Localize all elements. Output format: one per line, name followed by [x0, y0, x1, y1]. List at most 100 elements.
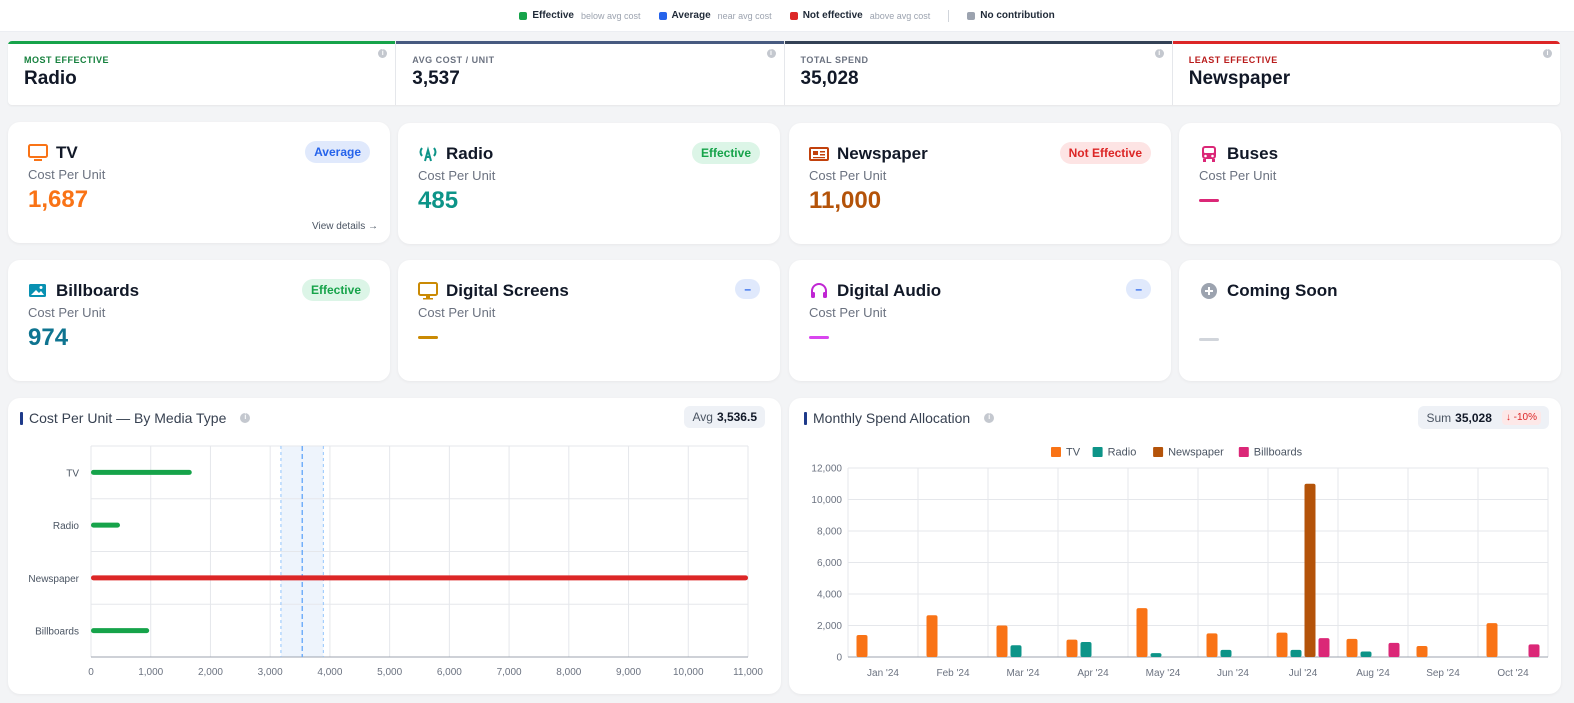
- bar-tv-7[interactable]: [1346, 638, 1358, 657]
- card-header: Billboards: [28, 280, 370, 302]
- info-icon[interactable]: i: [240, 413, 251, 423]
- plus-circle-icon: [1199, 281, 1219, 301]
- media-card-billboards[interactable]: Billboards Effective Cost Per Unit 974: [8, 260, 390, 381]
- bar-tv-4[interactable]: [1136, 608, 1148, 657]
- media-card-tv[interactable]: TV Average Cost Per Unit 1,687 View details …: [8, 122, 390, 243]
- y-tick-label: Radio: [53, 521, 80, 532]
- bar-newspaper-6[interactable]: [1304, 483, 1316, 657]
- no-value-dash: [809, 336, 829, 339]
- x-tick-label: Jul '24: [1289, 668, 1318, 679]
- kpi-tile: MOST EFFECTIVE Radio i: [8, 41, 397, 105]
- media-card-digital-audio[interactable]: Digital Audio – Cost Per Unit: [789, 260, 1171, 381]
- card-title: Radio: [446, 144, 494, 163]
- bar-billboards-9[interactable]: [1528, 644, 1540, 657]
- card-subtitle: Cost Per Unit: [418, 168, 496, 183]
- radio-antenna-icon: [418, 144, 438, 164]
- bar-tv-0[interactable]: [856, 634, 868, 657]
- bar-radio-4[interactable]: [1150, 653, 1162, 657]
- card-subtitle: Cost Per Unit: [418, 305, 496, 320]
- bar-billboards-7[interactable]: [1388, 642, 1400, 657]
- x-tick-label: Mar '24: [1006, 668, 1039, 679]
- tv-icon: [28, 143, 48, 163]
- media-card-coming-soon[interactable]: Coming Soon: [1179, 260, 1561, 381]
- bar-tv-5[interactable]: [1206, 633, 1218, 657]
- bar-tv-8[interactable]: [1416, 645, 1428, 657]
- legend-swatch: [519, 11, 528, 20]
- card-header: Newspaper: [809, 143, 1151, 165]
- bar-radio-7[interactable]: [1360, 651, 1372, 657]
- sum-value: 35,028: [1455, 410, 1492, 425]
- legend-label[interactable]: Radio: [1108, 447, 1137, 459]
- x-tick-label: 7,000: [497, 667, 522, 678]
- bar-billboards[interactable]: [91, 628, 150, 634]
- info-icon[interactable]: i: [1543, 49, 1552, 58]
- bar-newspaper[interactable]: [91, 575, 748, 581]
- legend-swatch: [1153, 447, 1164, 457]
- bar-radio-2[interactable]: [1010, 645, 1022, 657]
- info-icon[interactable]: i: [766, 49, 776, 58]
- monthly-spend-title: Monthly Spend Allocation: [813, 410, 971, 426]
- bar-radio-3[interactable]: [1080, 642, 1092, 657]
- media-card-radio[interactable]: Radio Effective Cost Per Unit 485: [398, 123, 780, 244]
- bar-tv-2[interactable]: [996, 625, 1008, 658]
- bar-tv-9[interactable]: [1486, 623, 1498, 657]
- legend-swatch: [967, 11, 976, 20]
- legend-sub: below avg cost: [581, 10, 641, 21]
- kpi-label: TOTAL SPEND: [800, 55, 869, 65]
- card-title: Coming Soon: [1227, 281, 1338, 300]
- kpi-accent-bar: [1172, 41, 1560, 44]
- card-title: TV: [56, 143, 78, 162]
- billboard-image-icon: [28, 281, 48, 301]
- x-tick-label: 4,000: [317, 667, 342, 678]
- avg-label: Avg: [692, 410, 713, 424]
- legend-label[interactable]: Billboards: [1254, 447, 1303, 459]
- media-card-buses[interactable]: Buses Cost Per Unit: [1179, 123, 1561, 244]
- bar-tv-1[interactable]: [926, 615, 938, 657]
- bar-radio[interactable]: [91, 522, 120, 528]
- sum-label: Sum: [1426, 410, 1452, 425]
- cost-per-unit-title: Cost Per Unit — By Media Type: [29, 410, 227, 426]
- info-icon[interactable]: i: [1154, 49, 1164, 58]
- card-title: Buses: [1227, 144, 1279, 163]
- legend-swatch: [789, 11, 798, 20]
- bar-radio-6[interactable]: [1290, 649, 1302, 657]
- legend-swatch: [1092, 447, 1103, 457]
- bar-billboards-6[interactable]: [1318, 638, 1330, 657]
- headphones-icon: [809, 281, 829, 301]
- kpi-accent-bar: [784, 41, 1172, 44]
- avg-pill: Avg 3,536.5: [684, 406, 765, 428]
- kpi-tile: TOTAL SPEND 35,028 i: [784, 41, 1173, 105]
- bar-tv-6[interactable]: [1276, 632, 1288, 657]
- legend-label[interactable]: TV: [1066, 447, 1081, 459]
- kpi-tile: LEAST EFFECTIVE Newspaper i: [1172, 41, 1560, 105]
- x-tick-label: Sep '24: [1426, 668, 1460, 679]
- kpi-value: 3,537: [412, 68, 460, 89]
- bar-radio-5[interactable]: [1220, 649, 1232, 657]
- bar-tv-3[interactable]: [1066, 639, 1078, 657]
- media-card-digital-screens[interactable]: Digital Screens – Cost Per Unit: [398, 260, 780, 381]
- kpi-label: MOST EFFECTIVE: [24, 55, 110, 65]
- x-tick-label: 8,000: [556, 667, 581, 678]
- legend-divider: [948, 9, 950, 22]
- x-tick-label: Aug '24: [1356, 668, 1390, 679]
- no-value-dash: [418, 336, 438, 339]
- x-tick-label: Apr '24: [1077, 668, 1109, 679]
- cost-per-unit-value: 1,687: [28, 186, 89, 213]
- cost-per-unit-value: 974: [28, 324, 69, 351]
- x-tick-label: May '24: [1146, 668, 1181, 679]
- info-icon[interactable]: i: [984, 413, 995, 423]
- bar-tv[interactable]: [91, 469, 192, 475]
- card-header: Digital Screens: [418, 280, 760, 302]
- legend-label[interactable]: Newspaper: [1168, 447, 1224, 459]
- x-tick-label: 5,000: [377, 667, 402, 678]
- x-tick-label: 2,000: [198, 667, 223, 678]
- kpi-tile: AVG COST / UNIT 3,537 i: [396, 41, 785, 105]
- info-icon[interactable]: i: [378, 49, 388, 58]
- view-details-link[interactable]: View details →: [312, 221, 378, 232]
- card-title: Digital Screens: [446, 281, 569, 300]
- kpi-value: 35,028: [800, 68, 859, 89]
- sum-pill: Sum 35,028 ↓ -10%: [1418, 406, 1549, 429]
- title-accent: [804, 411, 807, 425]
- media-card-newspaper[interactable]: Newspaper Not Effective Cost Per Unit 11,00…: [789, 123, 1171, 244]
- y-tick-label: 8,000: [817, 527, 842, 538]
